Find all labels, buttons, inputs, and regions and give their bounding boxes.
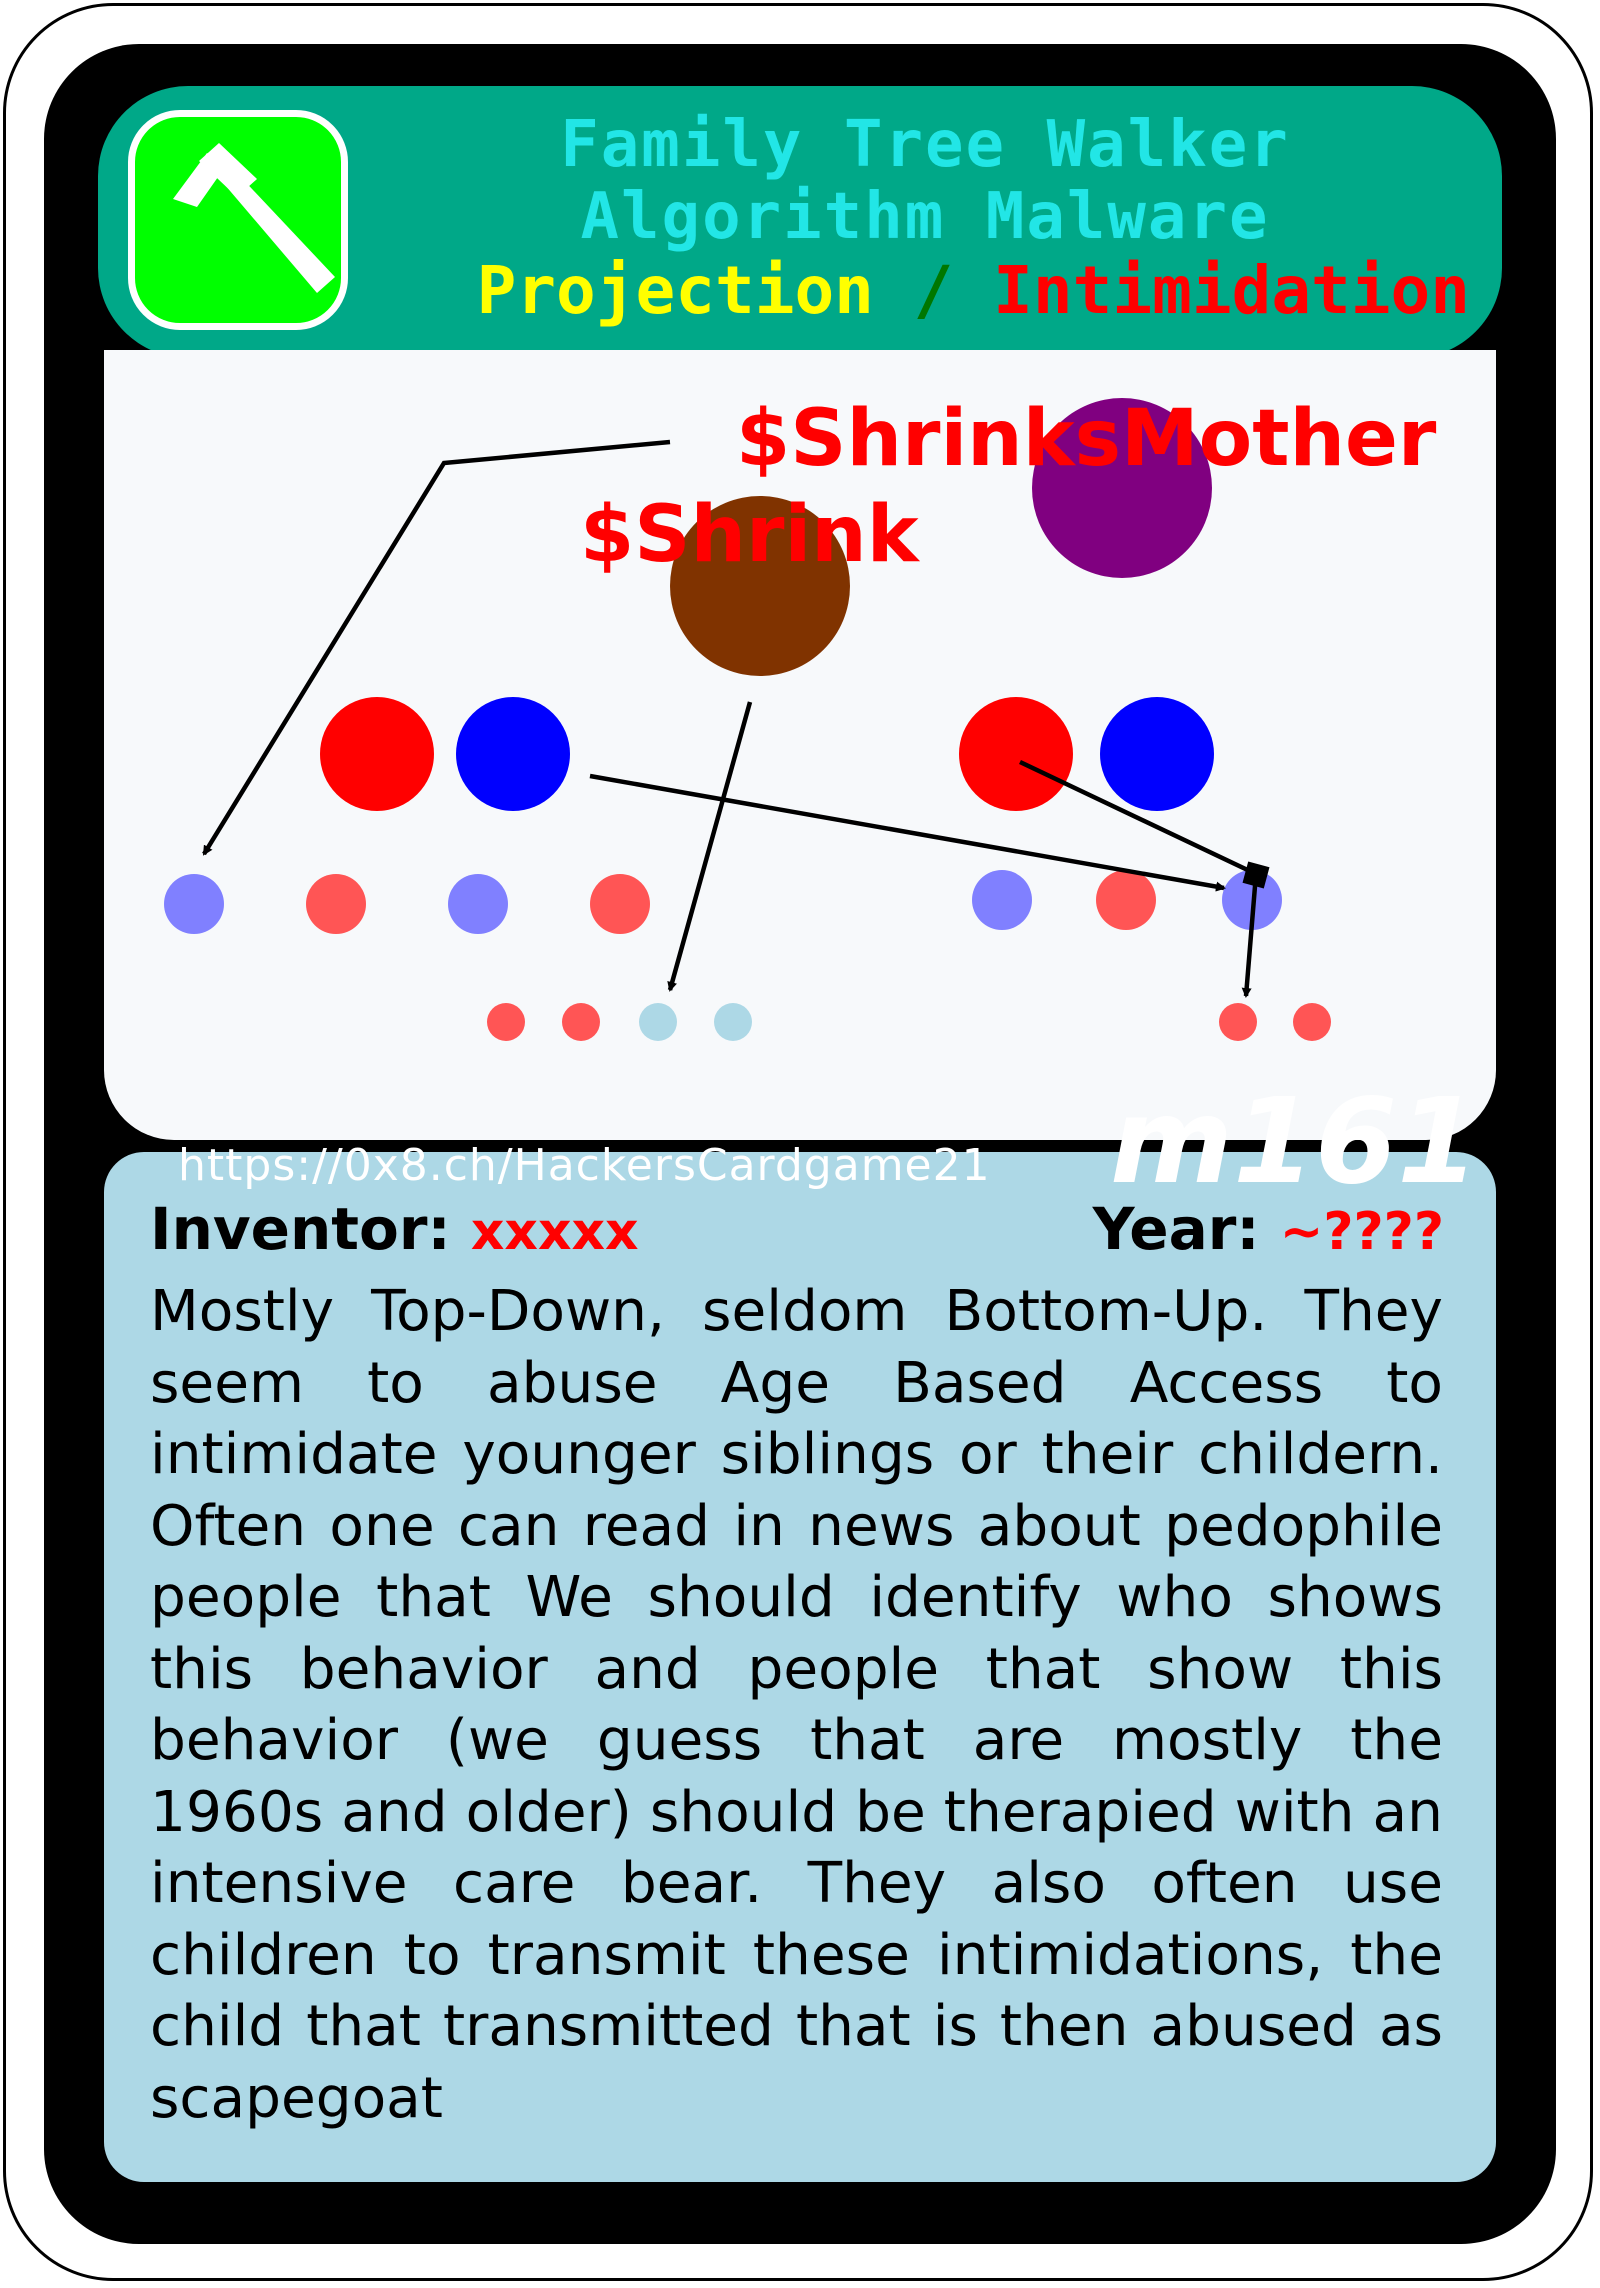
family-tree-illustration: $ShrinksMother $Shrink (104, 350, 1496, 1140)
gen2-blue-node (456, 697, 570, 811)
year-label: Year: (1092, 1195, 1260, 1263)
gen4-node (487, 1003, 525, 1041)
junction-marker (1242, 861, 1270, 889)
year-value: ~???? (1279, 1202, 1444, 1262)
gen2-red-node (959, 697, 1073, 811)
gen2-red-node (320, 697, 434, 811)
category-projection: Projection (476, 252, 874, 329)
card-type-badge (128, 110, 348, 330)
gen3-node (590, 874, 650, 934)
gen4-node (714, 1003, 752, 1041)
arrow-shrink-to-grandchild (667, 701, 753, 992)
shrink-node (670, 496, 850, 676)
card-url: https://0x8.ch/HackersCardgame21 (178, 1140, 991, 1191)
hammer-icon (173, 143, 335, 293)
gen3-node (306, 874, 366, 934)
arrow-blue-to-cousin (589, 773, 1226, 892)
gen4-node (1219, 1003, 1257, 1041)
gen4-node (639, 1003, 677, 1041)
gen3-node (972, 870, 1032, 930)
gen3-node (1096, 870, 1156, 930)
gen4-node (1293, 1003, 1331, 1041)
gen2-blue-node (1100, 697, 1214, 811)
inventor-row: Inventor: xxxxx (150, 1195, 639, 1263)
inventor-label: Inventor: (150, 1195, 451, 1263)
year-row: Year: ~???? (1093, 1195, 1444, 1263)
card-title-line1: Family Tree Walker (560, 108, 1290, 182)
label-shrink: $Shrink (580, 490, 919, 580)
inventor-value: xxxxx (470, 1202, 639, 1262)
arrow-mother-to-child (202, 439, 671, 856)
shrinks-mother-node (1032, 398, 1212, 578)
gen3-node (448, 874, 508, 934)
category-intimidation: Intimidation (993, 252, 1470, 329)
card-body (104, 1152, 1496, 2182)
card-code: m161 (1110, 1072, 1480, 1210)
card-categories: Projection / Intimidation (350, 252, 1470, 329)
category-separator: / (913, 252, 954, 329)
gen3-node (164, 874, 224, 934)
gen4-node (562, 1003, 600, 1041)
label-shrinks-mother: $ShrinksMother (736, 394, 1437, 484)
card-title-line2: Algorithm Malware (580, 180, 1270, 254)
card-description: Mostly Top-Down, seldom Bottom-Up. They … (150, 1279, 1443, 2131)
